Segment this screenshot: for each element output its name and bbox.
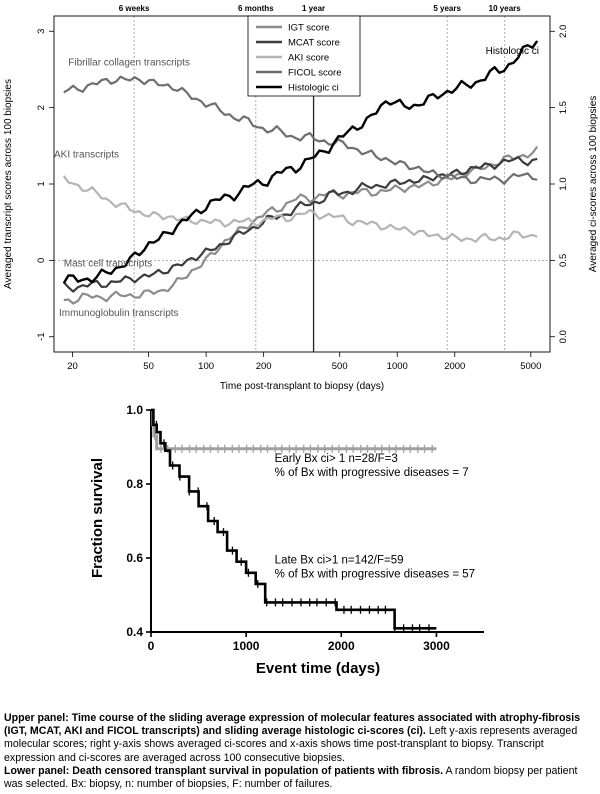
curve-annotation-line1: Early Bx ci> 1 n=28/F=3 [275,453,398,465]
x-tick-label: 2000 [444,361,465,372]
x-tick-label: 100 [198,361,214,372]
series-line [63,75,538,185]
caption-lower-bold: Lower panel: Death censored transplant s… [4,764,444,777]
x-tick-label: 0 [148,639,155,653]
y2-tick-label: 0.0 [558,330,569,343]
series-annotation: AKI transcripts [54,149,119,160]
upper-y-axis-label: Averaged transcript scores across 100 bi… [3,79,14,289]
y-tick-label: 0.4 [126,625,143,639]
legend-label: Histologic ci [288,83,339,94]
y2-tick-label: 0.5 [558,254,569,267]
y-tick-label: 1.0 [126,403,143,417]
x-tick-label: 5000 [520,361,541,372]
legend-label: MCAT score [288,38,340,49]
legend-label: IGT score [288,23,330,34]
survival-curve [151,408,437,630]
x-tick-label: 500 [332,361,348,372]
upper-x-axis-label: Time post-transplant to biopsy (days) [220,381,384,392]
series-annotation: Fibrillar collagen transcripts [68,58,190,69]
y2-tick-label: 1.0 [558,177,569,190]
milestone-label: 6 months [238,4,274,13]
curve-annotation-line2: % of Bx with progressive diseases = 7 [275,467,469,479]
y2-tick-label: 1.5 [558,101,569,114]
x-tick-label: 20 [67,361,78,372]
y-tick-label: 2 [36,105,47,110]
milestone-label: 5 years [433,4,461,13]
y-tick-label: 0.8 [126,477,143,491]
y-tick-label: 0.6 [126,551,143,565]
y-tick-label: 3 [36,29,47,34]
series-annotation: Immunoglobulin transcripts [59,308,179,319]
lower-panel-chart: 0 1000 2000 3000 0.4 0.6 0.8 1.0 Early Bx ci> 1… [89,403,484,677]
legend-label: FICOL score [288,68,342,79]
milestone-label: 6 weeks [119,4,150,13]
series-line [62,175,538,243]
x-tick-label: 1000 [387,361,408,372]
series-line [62,155,538,293]
caption-upper-bold: Upper panel: Time course of the sliding … [4,712,581,738]
legend-label: AKI score [288,53,329,64]
series-annotation: Mast cell transcripts [64,258,152,269]
caption-lower: Lower panel: Death censored transplant s… [4,765,596,791]
x-tick-label: 1000 [233,639,260,653]
curve-annotation-line2: % of Bx with progressive diseases = 57 [275,569,475,581]
lower-x-axis-label: Event time (days) [256,660,380,677]
curve-annotation-line1: Late Bx ci>1 n=142/F=59 [275,555,404,567]
y-tick-label: 0 [36,258,47,263]
survival-curve [151,408,437,451]
caption-upper-text: Left y-axis represents averaged molecula… [4,725,578,764]
x-tick-label: 200 [256,361,272,372]
series-annotation: Histologic ci [486,46,539,57]
y-tick-label: 1 [36,181,47,186]
series-line [62,40,539,284]
y2-tick-label: 2.0 [558,25,569,38]
caption-upper: Upper panel: Time course of the sliding … [4,712,596,765]
milestone-label: 1 year [302,4,325,13]
upper-y2-axis-label: Averaged ci-scores across 100 biopsies [588,96,599,273]
x-tick-label: 2000 [328,639,355,653]
x-tick-label: 50 [143,361,154,372]
lower-y-axis-label: Fraction survival [89,458,106,578]
milestone-label: 10 years [489,4,522,13]
x-tick-label: 3000 [423,639,450,653]
caption-lower-text: A random biopsy per patient was selected… [4,764,578,791]
y-tick-label: -1 [36,333,47,341]
series-line [63,145,539,305]
figure-caption: Upper panel: Time course of the sliding … [4,712,596,791]
